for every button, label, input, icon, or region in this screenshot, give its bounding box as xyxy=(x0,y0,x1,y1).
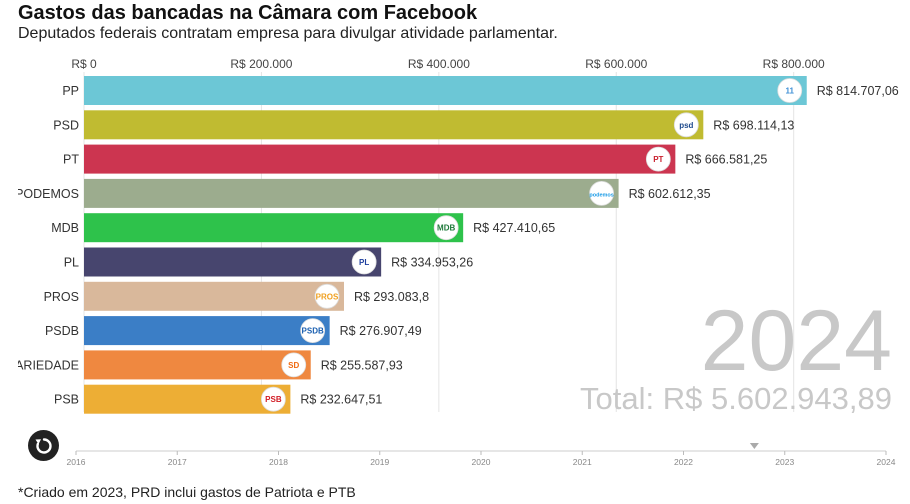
bar xyxy=(84,144,676,174)
category-label: PP xyxy=(62,84,79,98)
bar-group: PL PL R$ 334.953,26 xyxy=(64,247,473,277)
party-logo-text: MDB xyxy=(437,224,455,233)
year-label: 2024 xyxy=(701,293,892,389)
category-label-wrap: PSDB xyxy=(45,324,79,338)
party-logo-text: PSB xyxy=(265,395,282,404)
party-logo-text: PROS xyxy=(316,292,339,301)
value-label: R$ 666.581,25 xyxy=(685,153,767,167)
party-logo-text: PL xyxy=(359,258,369,267)
category-label-wrap: SOLIDARIEDADE xyxy=(0,358,79,372)
bar-group: PSD psd R$ 698.114,13 xyxy=(53,110,794,140)
x-tick-label: R$ 400.000 xyxy=(408,57,470,71)
category-label-wrap: PODEMOS xyxy=(15,187,79,201)
bar-group: PROS PROS R$ 293.083,8 xyxy=(44,281,429,311)
category-label: PSDB xyxy=(45,324,79,338)
category-label-wrap: PROS xyxy=(44,290,79,304)
bar-group: MDB MDB R$ 427.410,65 xyxy=(51,213,555,243)
category-label: PSB xyxy=(54,393,79,407)
value-label: R$ 334.953,26 xyxy=(391,256,473,270)
category-label: PL xyxy=(64,256,79,270)
timeline-year-label: 2022 xyxy=(674,457,693,467)
party-logo-text: PSDB xyxy=(302,327,324,336)
category-label-wrap: PT xyxy=(63,153,79,167)
bar-group: PSB PSB R$ 232.647,51 xyxy=(54,384,382,414)
category-label: SOLIDARIEDADE xyxy=(0,358,79,372)
chart-title: Gastos das bancadas na Câmara com Facebo… xyxy=(18,2,478,24)
category-label-wrap: PSB xyxy=(54,393,79,407)
total-label: Total: R$ 5.602.943,89 xyxy=(580,381,892,416)
chart-subtitle: Deputados federais contratam empresa par… xyxy=(18,25,558,42)
value-label: R$ 293.083,8 xyxy=(354,290,429,304)
party-logo-icon xyxy=(300,318,326,344)
bar xyxy=(84,350,311,380)
footnote: *Criado em 2023, PRD inclui gastos de Pa… xyxy=(18,484,356,500)
bar xyxy=(84,213,464,243)
timeline-year-label: 2019 xyxy=(370,457,389,467)
bar-group: SOLIDARIEDADE SD R$ 255.587,93 xyxy=(0,350,403,380)
party-logo-icon xyxy=(777,78,803,103)
bar xyxy=(84,178,619,208)
replay-button[interactable] xyxy=(28,430,59,461)
x-tick-label: R$ 800.000 xyxy=(763,57,825,71)
category-label-wrap: PP xyxy=(62,84,79,98)
bar-group: PSDB PSDB R$ 276.907,49 xyxy=(45,316,422,346)
timeline-year-label: 2021 xyxy=(573,457,592,467)
value-label: R$ 602.612,35 xyxy=(629,187,711,201)
party-logo-icon xyxy=(351,249,377,275)
timeline-year-label: 2016 xyxy=(67,457,86,467)
timeline-year-label: 2023 xyxy=(775,457,794,467)
category-label: PSD xyxy=(53,118,79,132)
bar xyxy=(84,110,704,140)
timeline-year-label: 2024 xyxy=(877,457,896,467)
party-logo-icon xyxy=(433,215,459,241)
bar xyxy=(84,384,291,414)
x-tick-label: R$ 0 xyxy=(71,57,97,71)
value-label: R$ 698.114,13 xyxy=(713,118,794,132)
bar-group: PT PT R$ 666.581,25 xyxy=(63,144,767,174)
party-logo-text: psd xyxy=(679,121,693,130)
value-label: R$ 232.647,51 xyxy=(300,393,382,407)
category-label-wrap: PSD xyxy=(53,118,79,132)
party-logo-icon xyxy=(314,283,340,309)
value-label: R$ 255.587,93 xyxy=(321,358,403,372)
category-label-wrap: MDB xyxy=(51,221,79,235)
value-label: R$ 814.707,06 xyxy=(817,84,899,98)
value-label: R$ 276.907,49 xyxy=(340,324,422,338)
category-label-wrap: PL xyxy=(64,256,79,270)
timeline-year-label: 2020 xyxy=(472,457,491,467)
bar xyxy=(84,247,382,277)
category-label: PODEMOS xyxy=(15,187,79,201)
x-tick-label: R$ 600.000 xyxy=(585,57,647,71)
bar-group: PP 11 R$ 814.707,06 xyxy=(62,76,899,105)
category-label: MDB xyxy=(51,221,79,235)
party-logo-text: PT xyxy=(653,155,663,164)
category-label: PT xyxy=(63,153,79,167)
party-logo-text: 11 xyxy=(786,87,795,96)
party-logo-icon xyxy=(260,386,286,412)
bar xyxy=(84,316,330,346)
timeline-year-label: 2017 xyxy=(168,457,187,467)
replay-icon xyxy=(35,437,52,454)
value-label: R$ 427.410,65 xyxy=(473,221,555,235)
party-logo-icon xyxy=(673,112,699,138)
party-logo-icon xyxy=(281,352,307,378)
party-logo-icon xyxy=(645,146,671,172)
x-tick-label: R$ 200.000 xyxy=(230,57,292,71)
category-label: PROS xyxy=(44,290,79,304)
party-logo-text: SD xyxy=(288,361,299,370)
party-logo-text: podemos xyxy=(589,192,613,198)
timeline-year-label: 2018 xyxy=(269,457,288,467)
bar-group: PODEMOS podemos R$ 602.612,35 xyxy=(15,178,711,208)
party-logo-icon xyxy=(589,180,614,206)
bar xyxy=(84,76,807,105)
timeline-handle[interactable] xyxy=(749,443,759,449)
bar xyxy=(84,281,344,311)
